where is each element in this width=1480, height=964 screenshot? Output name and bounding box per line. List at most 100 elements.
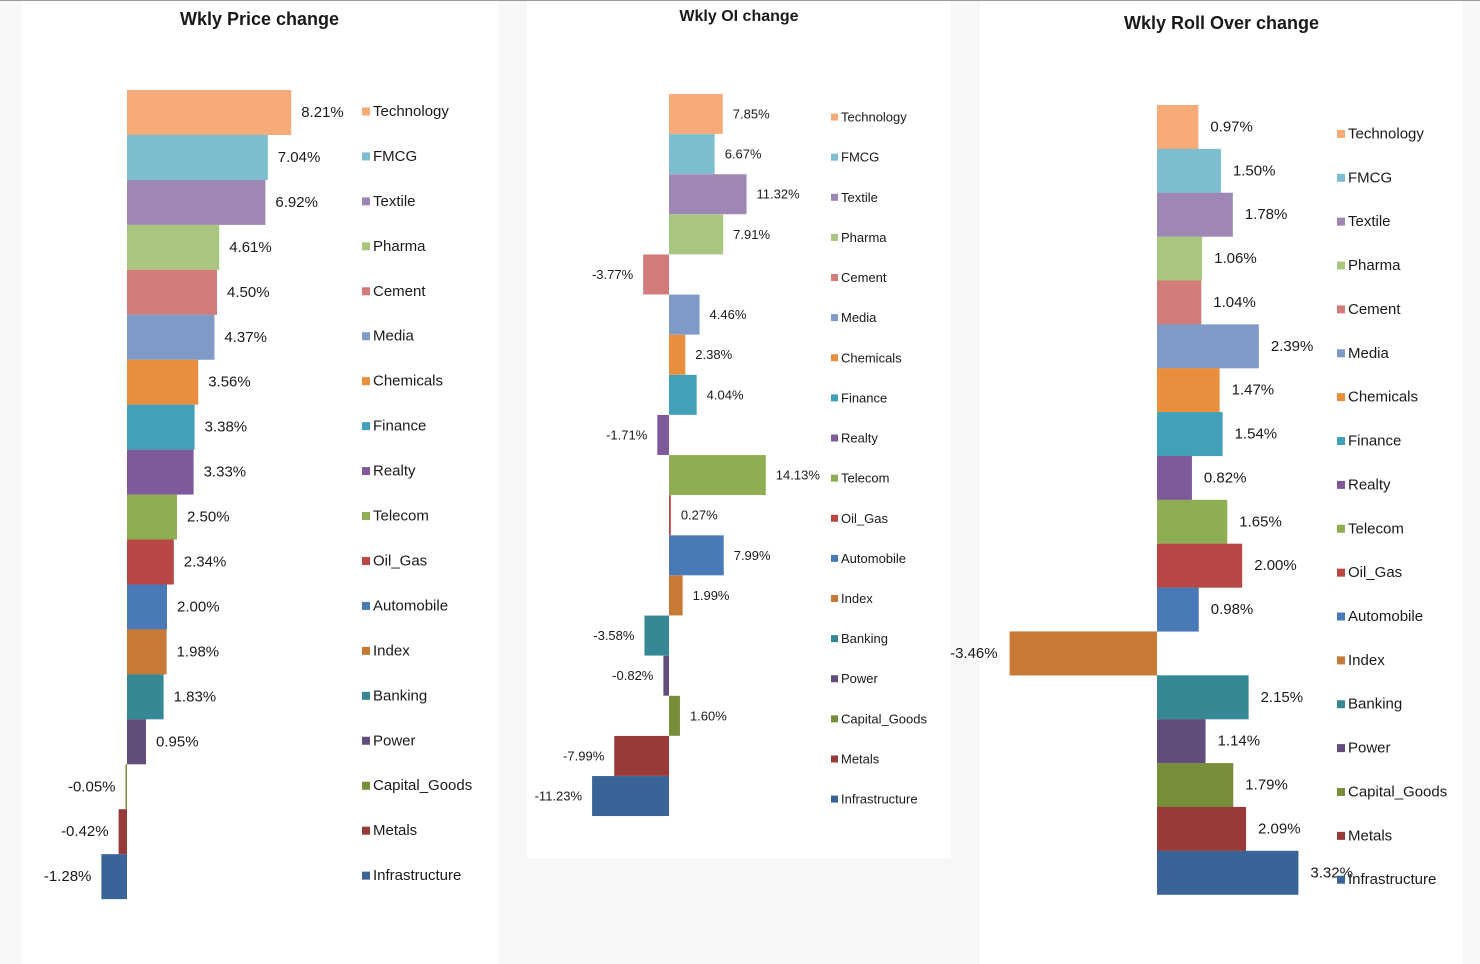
data-label: 4.37% [224, 329, 267, 346]
data-label: -3.46% [950, 645, 998, 662]
legend-swatch [362, 422, 370, 431]
legend-label: Power [841, 671, 879, 686]
data-label: -3.77% [592, 267, 634, 282]
price-change-chart-panel: Wkly Price change 8.21% 7.04% 6.92% 4.61% 4.… [21, 1, 498, 964]
legend-item: Textile [1337, 213, 1391, 230]
legend-label: Metals [841, 751, 880, 766]
bar-capital-goods [669, 695, 680, 736]
legend-item: Finance [1337, 433, 1401, 450]
bar-automobile [1157, 587, 1199, 632]
bar-technology [127, 90, 292, 135]
oi-change-chart: 7.85% 6.67% 11.32% 7.91% -3.77% 4.46% 2.38% 4.0… [535, 94, 927, 817]
legend-swatch [362, 691, 370, 700]
data-label: 2.39% [1271, 338, 1314, 355]
data-label: 2.15% [1261, 689, 1304, 706]
legend-swatch [362, 871, 370, 880]
legend-label: Finance [841, 390, 887, 405]
bar-index [669, 575, 683, 616]
rollover-change-chart: 0.97% 1.50% 1.78% 1.06% 1.04% 2.39% 1.47% 1.54%… [950, 105, 1447, 895]
legend-label: Technology [373, 103, 449, 120]
legend-label: Banking [841, 631, 888, 646]
legend-label: Media [841, 310, 877, 325]
legend-swatch [831, 595, 838, 602]
legend-swatch [1337, 129, 1345, 138]
legend-swatch [1337, 480, 1345, 489]
legend-swatch [1337, 700, 1345, 709]
legend-item: FMCG [362, 148, 417, 165]
legend-swatch [1337, 787, 1345, 796]
data-label: 7.85% [733, 107, 770, 122]
legend-swatch [1337, 393, 1345, 402]
legend-swatch [362, 332, 370, 341]
legend-label: Textile [373, 193, 416, 210]
legend-item: Automobile [362, 597, 448, 614]
legend-item: Banking [1337, 696, 1402, 713]
bar-telecom [127, 494, 177, 540]
legend-item: Pharma [831, 230, 887, 245]
legend-item: Media [831, 310, 877, 325]
data-label: 11.32% [757, 187, 801, 202]
legend-label: Banking [373, 687, 427, 704]
legend-label: Technology [1348, 125, 1424, 142]
legend-swatch [362, 467, 370, 476]
bar-telecom [669, 455, 766, 496]
legend-swatch [362, 512, 370, 521]
legend-swatch [362, 826, 370, 835]
bar-oil-gas [127, 539, 174, 585]
legend-label: Oil_Gas [373, 552, 427, 569]
bar-chemicals [1157, 368, 1220, 413]
data-label: 1.06% [1214, 250, 1257, 267]
data-label: 7.04% [278, 149, 321, 166]
legend-swatch [831, 274, 838, 282]
data-label: 2.38% [695, 347, 732, 362]
legend-label: Technology [841, 110, 907, 125]
data-label: 3.56% [208, 374, 251, 391]
bar-cement [643, 254, 669, 295]
legend-swatch [1337, 173, 1345, 182]
data-label: -0.05% [68, 778, 116, 795]
data-label: 3.32% [1310, 864, 1353, 881]
legend-item: Cement [1337, 301, 1401, 318]
bar-textile [127, 179, 266, 225]
legend-item: Realty [362, 463, 416, 480]
legend-swatch [831, 233, 838, 241]
data-label: 1.78% [1245, 206, 1288, 223]
bar-metals [614, 735, 669, 776]
legend-label: Cement [1348, 301, 1401, 318]
bar-power [663, 655, 669, 696]
data-label: 0.27% [681, 508, 718, 523]
legend-item: Infrastructure [1337, 871, 1436, 888]
legend-label: Infrastructure [841, 792, 918, 807]
bar-telecom [1157, 499, 1228, 544]
data-label: -1.28% [44, 868, 92, 885]
bar-textile [1157, 192, 1233, 237]
legend-item: Oil_Gas [1337, 564, 1402, 581]
legend-swatch [831, 715, 838, 723]
legend-item: Media [1337, 345, 1390, 362]
bar-infrastructure [1157, 850, 1299, 895]
data-label: 1.98% [177, 643, 220, 660]
legend-label: Media [373, 328, 415, 345]
chart-title: Wkly Price change [179, 9, 340, 29]
bar-pharma [1157, 236, 1203, 281]
legend-label: Metals [373, 822, 417, 839]
legend-swatch [362, 646, 370, 655]
bar-metals [1157, 806, 1247, 851]
legend-swatch [1337, 524, 1345, 533]
data-label: 1.14% [1218, 733, 1261, 750]
legend-item: Index [362, 642, 410, 659]
bar-realty [657, 414, 669, 455]
legend-label: Oil_Gas [841, 511, 888, 526]
bar-fmcg [1157, 148, 1221, 193]
legend-swatch [831, 113, 838, 121]
legend-item: Telecom [362, 508, 429, 525]
legend-swatch [831, 314, 838, 322]
legend-item: Pharma [1337, 257, 1401, 274]
data-label: 4.61% [229, 239, 272, 256]
legend-swatch [831, 755, 838, 763]
legend-label: Oil_Gas [1348, 564, 1402, 581]
legend-swatch [362, 377, 370, 386]
legend-item: Textile [362, 193, 416, 210]
legend-label: Capital_Goods [373, 777, 472, 794]
data-label: 4.46% [710, 307, 747, 322]
